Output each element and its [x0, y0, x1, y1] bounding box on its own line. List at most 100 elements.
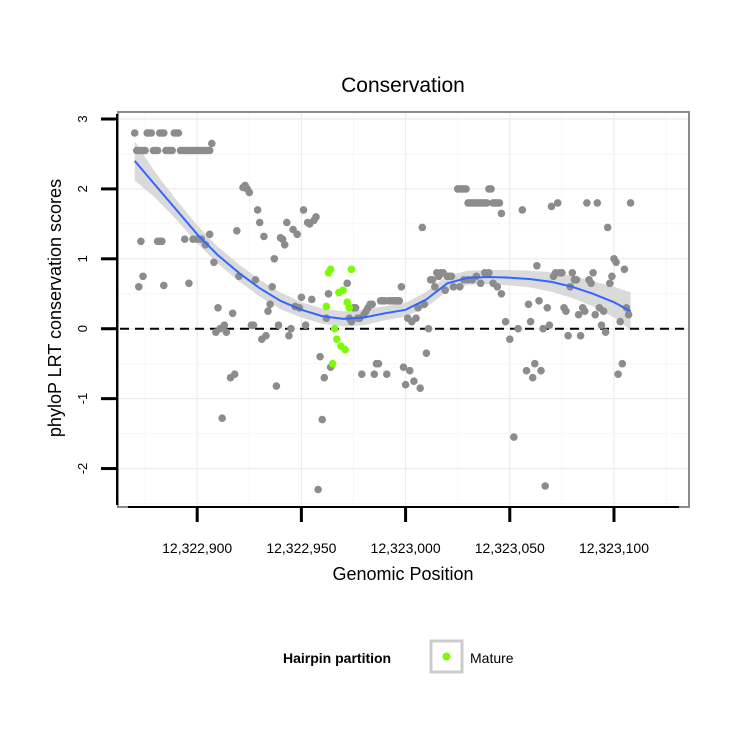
data-point: [274, 321, 283, 330]
data-point: [210, 258, 218, 267]
data-point: [618, 359, 627, 368]
data-point: [514, 324, 522, 333]
mature-data-point: [339, 286, 347, 295]
data-point: [316, 352, 324, 361]
data-point: [564, 331, 572, 340]
data-point: [153, 146, 162, 155]
data-point: [539, 324, 547, 333]
data-point: [476, 279, 485, 288]
data-point: [612, 258, 620, 267]
mature-data-point: [333, 335, 341, 344]
data-point: [603, 223, 612, 232]
data-point: [283, 218, 291, 227]
data-point: [545, 321, 554, 330]
data-point: [581, 307, 589, 316]
data-point: [483, 199, 491, 207]
x-tick-label: 12,323,000: [371, 540, 441, 556]
legend-key-mature-icon: [442, 652, 451, 661]
data-point: [370, 370, 379, 379]
data-point: [399, 363, 408, 372]
data-point: [262, 331, 270, 340]
mature-data-point: [330, 324, 339, 333]
data-point: [301, 321, 310, 330]
data-point: [401, 380, 410, 389]
data-point: [308, 295, 316, 304]
data-point: [383, 370, 391, 379]
data-point: [351, 304, 360, 312]
data-point: [158, 237, 166, 246]
data-point: [593, 199, 602, 207]
mature-data-point: [341, 345, 349, 354]
data-point: [180, 235, 189, 243]
data-point: [347, 317, 356, 326]
data-point: [280, 241, 289, 249]
mature-data-point: [328, 359, 337, 368]
data-point: [222, 328, 231, 337]
smooth-curve-layer: [133, 160, 632, 320]
data-point: [533, 262, 541, 270]
data-point: [597, 321, 606, 330]
data-point: [501, 317, 510, 326]
data-point: [287, 324, 295, 333]
y-tick-label: -2: [75, 463, 90, 475]
mature-data-point: [347, 265, 356, 274]
y-axis: -2 -1 0 1 2 3: [75, 114, 118, 505]
data-point: [537, 366, 545, 375]
x-tick-label: 12,322,950: [266, 540, 336, 556]
data-point: [441, 286, 450, 295]
data-point: [416, 384, 425, 393]
data-point: [591, 310, 599, 319]
data-point: [285, 331, 293, 340]
data-point: [562, 307, 570, 316]
data-point: [462, 185, 470, 193]
chart-title: Conservation: [341, 74, 465, 97]
data-point: [201, 241, 210, 249]
data-point: [497, 290, 506, 298]
data-point: [510, 433, 518, 441]
legend: Hairpin partition Mature: [283, 639, 514, 674]
data-point: [218, 414, 226, 423]
data-point: [312, 213, 320, 221]
data-point: [220, 321, 229, 330]
data-point: [208, 139, 216, 148]
data-point: [343, 279, 352, 288]
data-point: [406, 366, 414, 375]
data-point: [395, 297, 404, 305]
data-point: [249, 321, 258, 330]
data-point: [230, 370, 239, 379]
data-point: [497, 209, 506, 218]
data-point: [576, 331, 585, 340]
data-point: [449, 283, 458, 291]
data-point: [599, 307, 608, 316]
data-point: [606, 279, 614, 288]
data-point: [589, 269, 597, 277]
x-tick-label: 12,323,050: [475, 540, 545, 556]
data-point: [397, 283, 406, 291]
data-point: [174, 129, 183, 137]
data-point: [447, 272, 456, 281]
data-point: [293, 230, 302, 239]
mature-points: [322, 265, 356, 368]
confidence-band-layer: [134, 141, 631, 331]
data-point: [626, 199, 635, 207]
data-point: [160, 281, 168, 290]
data-point: [412, 314, 420, 323]
y-axis-label: phyloP LRT conservation scores: [45, 179, 65, 437]
data-point: [299, 206, 308, 214]
data-point: [424, 324, 433, 333]
data-point: [535, 297, 543, 305]
data-point: [205, 146, 214, 155]
data-point: [318, 415, 327, 424]
data-point: [139, 272, 147, 281]
data-point: [255, 218, 264, 227]
legend-item-label: Mature: [470, 650, 514, 666]
y-tick-label: 0: [75, 325, 90, 332]
mature-data-point: [326, 265, 335, 274]
data-point: [572, 276, 581, 284]
data-point: [541, 482, 549, 490]
data-point: [553, 199, 562, 207]
data-point: [506, 335, 514, 344]
data-point: [522, 366, 531, 375]
data-point: [601, 328, 610, 337]
data-point: [233, 227, 241, 235]
